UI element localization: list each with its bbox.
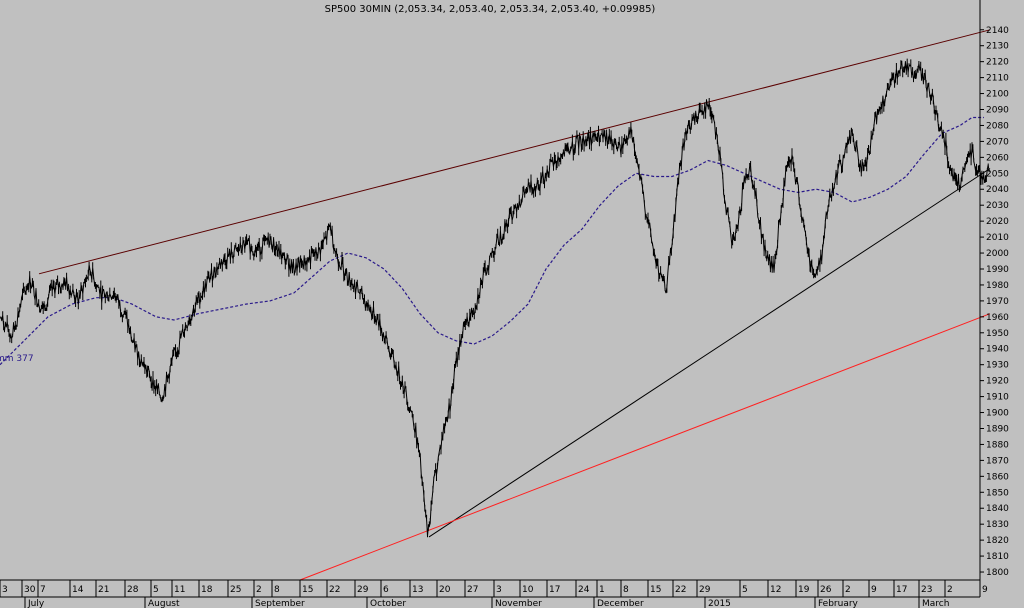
x-tick-label: 15 [302,585,313,595]
y-tick-label: 1800 [986,568,1009,578]
x-tick-label: 14 [72,585,84,595]
month-label: October [370,599,406,608]
x-tick-label: 29 [357,585,369,595]
x-tick-label: 20 [439,585,451,595]
y-tick-label: 1810 [986,552,1009,562]
y-tick-label: 2080 [986,121,1009,131]
trendline-upper-resistance [38,29,991,275]
y-tick-label: 2000 [986,249,1009,259]
y-tick-label: 2070 [986,137,1009,147]
y-tick-label: 1970 [986,297,1009,307]
x-tick-label: 19 [798,585,810,595]
y-tick-label: 1850 [986,488,1009,498]
month-label: March [922,599,949,608]
month-label: July [27,599,45,608]
y-tick-label: 1980 [986,281,1009,291]
x-tick-label: 23 [921,585,932,595]
x-tick-label: 22 [329,585,340,595]
y-tick-label: 1960 [986,313,1009,323]
x-tick-label: 7 [40,585,46,595]
y-tick-label: 1900 [986,409,1009,419]
x-tick-label: 21 [98,585,109,595]
x-tick-label: 6 [383,585,389,595]
x-tick-label: 8 [274,585,280,595]
month-label: February [818,599,859,608]
month-label: November [495,599,542,608]
x-tick-label: 22 [675,585,686,595]
x-tick-label: 18 [201,585,213,595]
x-tick-label: 27 [467,585,478,595]
trendline-red-support [299,313,991,581]
x-tick-label: 24 [578,585,590,595]
y-tick-label: 2120 [986,58,1009,68]
y-tick-label: 1930 [986,361,1009,371]
month-label: 2015 [708,599,731,608]
y-tick-label: 2020 [986,217,1009,227]
x-tick-label: 2 [947,585,953,595]
y-tick-label: 2090 [986,106,1009,116]
x-tick-label: 2 [845,585,851,595]
x-tick-label: 29 [699,585,711,595]
month-label: September [255,599,305,608]
y-tick-label: 1920 [986,377,1009,387]
y-tick-label: 2040 [986,185,1009,195]
x-tick-label: 25 [230,585,241,595]
y-tick-label: 1840 [986,504,1009,514]
y-tick-label: 2050 [986,169,1009,179]
month-label: August [148,599,180,608]
x-tick-label: 30 [24,585,36,595]
price-series-line [0,58,990,538]
x-tick-label: 17 [549,585,560,595]
y-tick-label: 2010 [986,233,1009,243]
y-tick-label: 1890 [986,424,1009,434]
x-tick-label: 13 [412,585,423,595]
x-tick-label: 2 [256,585,262,595]
x-axis: 3 30 7 14 21 28 5 11 18 25 2 8 15 22 29 6 13 20 27 3 10 17 24 1… [0,579,988,608]
x-tick-label: 26 [820,585,832,595]
month-label: December [597,599,644,608]
y-tick-label: 1870 [986,456,1009,466]
moving-average-line [0,116,984,366]
x-tick-label: 15 [650,585,661,595]
x-tick-label: 3 [496,585,502,595]
trendline-lower-support [428,168,991,538]
y-tick-label: 1880 [986,440,1009,450]
x-tick-label: 5 [742,585,748,595]
plot-area [0,29,991,581]
moving-average-label: mm 377 [0,354,34,364]
x-tick-label: 5 [153,585,159,595]
x-tick-label: 9 [871,585,877,595]
y-axis: 1800 1810 1820 1830 1840 1850 1860 1870 1880 1890… [979,0,1009,580]
y-tick-label: 2100 [986,90,1009,100]
y-tick-label: 1830 [986,520,1009,530]
x-tick-label: 3 [2,585,8,595]
x-tick-label: 12 [770,585,781,595]
y-tick-label: 1990 [986,265,1009,275]
x-tick-label: 10 [522,585,534,595]
x-tick-label: 28 [127,585,139,595]
y-tick-label: 1910 [986,393,1009,403]
y-tick-label: 2130 [986,42,1009,52]
x-tick-label: 8 [623,585,629,595]
y-tick-label: 2110 [986,74,1009,84]
x-tick-label: 17 [896,585,907,595]
x-tick-label: 11 [174,585,185,595]
y-tick-label: 2030 [986,201,1009,211]
y-tick-label: 1860 [986,472,1009,482]
x-tick-label: 1 [599,585,605,595]
y-tick-label: 1820 [986,536,1009,546]
y-tick-label: 1940 [986,345,1009,355]
chart-title: SP500 30MIN (2,053.34, 2,053.40, 2,053.3… [325,4,656,15]
y-tick-label: 2140 [986,26,1009,36]
y-tick-label: 2060 [986,153,1009,163]
x-tick-label: 9 [982,585,988,595]
y-tick-label: 1950 [986,329,1009,339]
